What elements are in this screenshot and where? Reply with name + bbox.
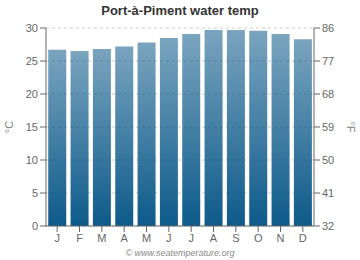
svg-text:50: 50	[322, 154, 334, 166]
svg-text:S: S	[232, 232, 239, 244]
svg-text:0: 0	[32, 220, 38, 232]
svg-text:5: 5	[32, 187, 38, 199]
svg-text:D: D	[299, 232, 307, 244]
html-text:© www.seatemperature.org: © www.seatemperature.org	[125, 248, 235, 258]
svg-text:M: M	[97, 232, 106, 244]
svg-text:J: J	[54, 232, 60, 244]
html-text:Port-à-Piment water temp: Port-à-Piment water temp	[101, 3, 259, 18]
svg-text:°F: °F	[345, 121, 352, 132]
svg-text:25: 25	[26, 55, 38, 67]
svg-text:30: 30	[26, 22, 38, 34]
svg-text:J: J	[166, 232, 172, 244]
svg-text:41: 41	[322, 187, 334, 199]
svg-text:20: 20	[26, 88, 38, 100]
svg-text:O: O	[254, 232, 263, 244]
svg-text:32: 32	[322, 220, 334, 232]
svg-text:59: 59	[322, 121, 334, 133]
svg-text:N: N	[277, 232, 285, 244]
svg-text:M: M	[142, 232, 151, 244]
svg-text:°C: °C	[8, 121, 15, 133]
svg-text:10: 10	[26, 154, 38, 166]
svg-text:F: F	[76, 232, 83, 244]
svg-text:68: 68	[322, 88, 334, 100]
svg-text:15: 15	[26, 121, 38, 133]
svg-text:A: A	[120, 232, 128, 244]
svg-text:A: A	[210, 232, 218, 244]
svg-text:86: 86	[322, 22, 334, 34]
svg-text:77: 77	[322, 55, 334, 67]
svg-text:J: J	[188, 232, 194, 244]
